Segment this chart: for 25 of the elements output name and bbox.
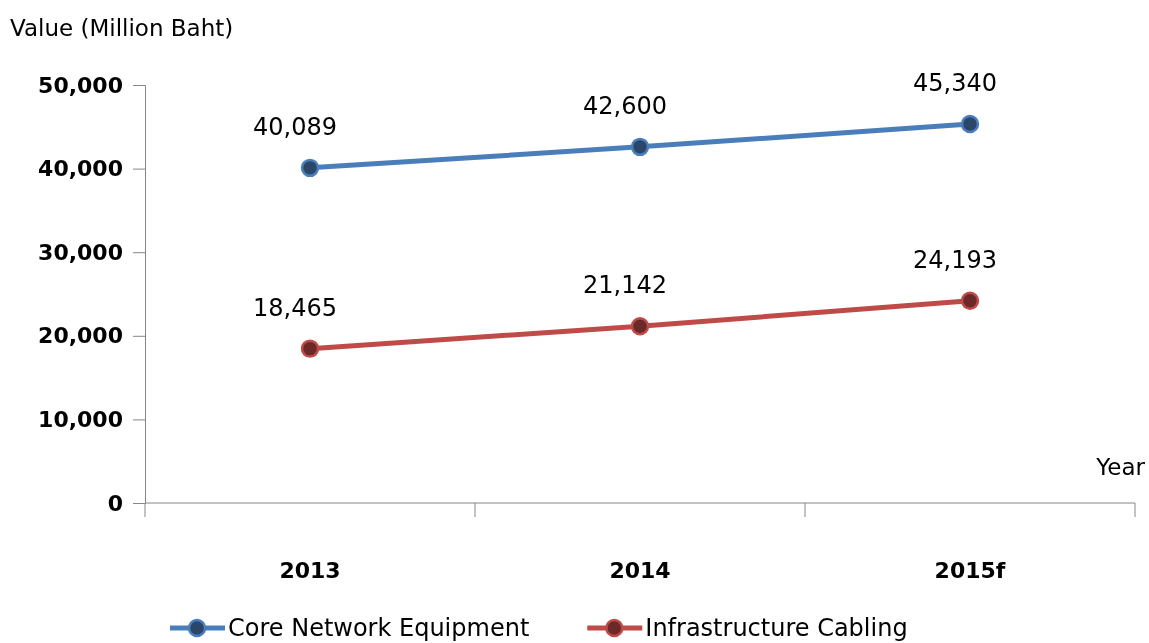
point [300, 339, 320, 358]
x-axis-title: Year [1095, 454, 1146, 480]
point [960, 114, 980, 134]
point [300, 158, 320, 178]
x-tick-label: 2015f [934, 558, 1006, 583]
data-label: 21,142 [583, 271, 667, 300]
data-label: 24,193 [913, 245, 997, 274]
y-tick-label: 20,000 [38, 323, 123, 349]
y-tick-label: 50,000 [38, 72, 123, 98]
legend-label: Infrastructure Cabling [645, 614, 908, 642]
y-tick-label: 10,000 [38, 406, 123, 432]
x-tick-label: 2013 [279, 558, 341, 583]
x-tick-label: 2014 [609, 558, 671, 583]
y-axis-title: Value (Million Baht) [10, 15, 234, 41]
data-label: 42,600 [583, 91, 667, 120]
data-label: 45,340 [913, 68, 997, 97]
data-label: 18,465 [253, 293, 337, 322]
y-tick-label: 0 [107, 490, 123, 516]
legend-label: Core Network Equipment [228, 614, 530, 642]
y-tick-label: 40,000 [38, 156, 123, 182]
y-tick-label: 30,000 [38, 239, 123, 265]
point [630, 137, 650, 157]
point [960, 291, 980, 310]
point [630, 317, 650, 336]
data-label: 40,089 [253, 112, 337, 141]
